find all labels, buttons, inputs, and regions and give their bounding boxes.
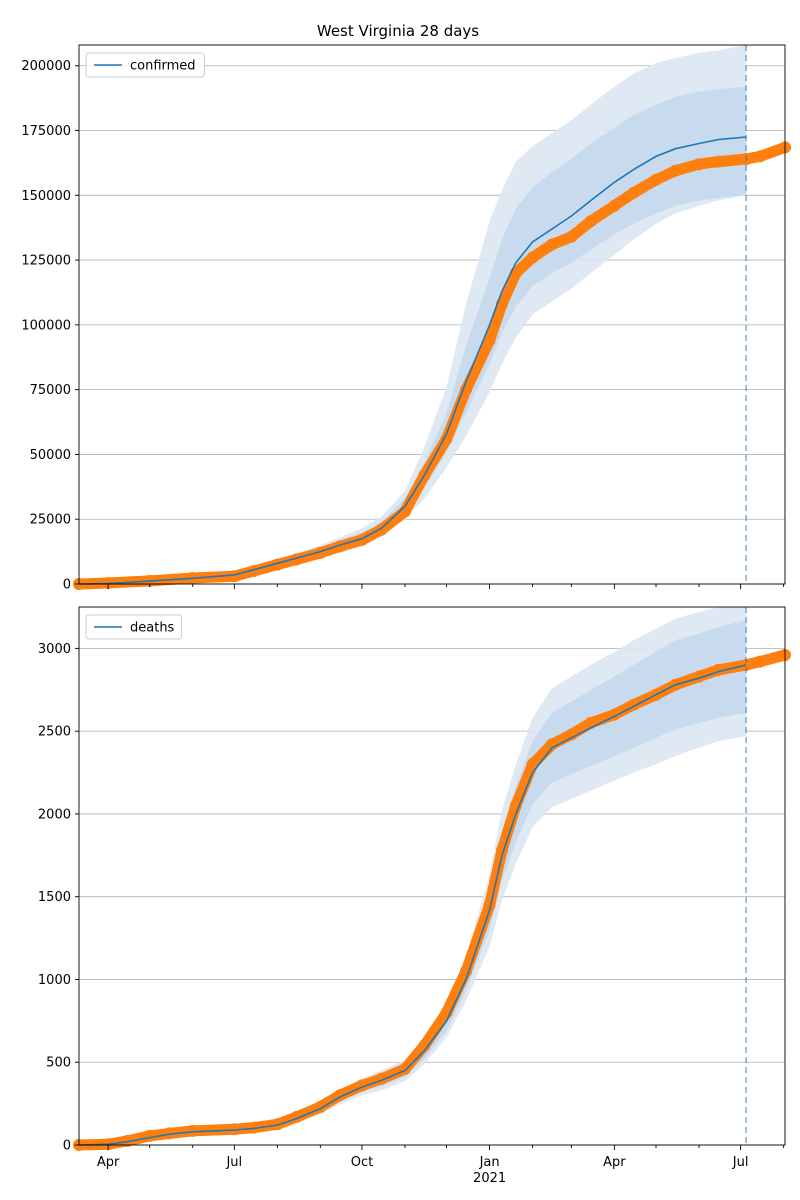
legend-label: confirmed <box>130 59 196 74</box>
y-tick-label: 25000 <box>30 513 71 528</box>
x-tick-label: Jul <box>225 1155 242 1170</box>
uncertainty-band-inner <box>79 86 747 584</box>
uncertainty-band-inner <box>79 620 747 1145</box>
legend: confirmed <box>85 52 205 78</box>
confirmed-panel: 0 25000 50000 75000 100000 125000 150000 175000… <box>21 44 791 593</box>
y-tick-label: 0 <box>63 1139 71 1154</box>
deaths-panel: 0 500 1000 1500 2000 2500 3000 deaths <box>38 606 791 1154</box>
deaths-line <box>78 664 747 1146</box>
y-tick-label: 200000 <box>21 59 71 74</box>
y-tick-label: 75000 <box>30 383 71 398</box>
y-tick-label: 1500 <box>38 890 71 905</box>
figure-title: West Virginia 28 days <box>317 22 479 40</box>
y-tick-label: 2000 <box>38 807 71 822</box>
y-tick-label: 175000 <box>21 124 71 139</box>
legend-box <box>85 614 183 640</box>
y-tick-label: 0 <box>63 578 71 593</box>
axes-frame <box>78 44 786 585</box>
y-tick-label: 150000 <box>21 189 71 204</box>
y-tick-label: 2500 <box>38 725 71 740</box>
y-tick-label: 3000 <box>38 642 71 657</box>
y-tick-label: 125000 <box>21 254 71 269</box>
y-tick-label: 1000 <box>38 973 71 988</box>
x-tick-label: Jul <box>732 1155 749 1170</box>
legend-box <box>85 52 205 78</box>
x-tick-label: Apr <box>603 1155 626 1170</box>
x-tick-label: Apr <box>97 1155 120 1170</box>
x-tick-label: Jan <box>479 1155 500 1170</box>
y-tick-label: 100000 <box>21 318 71 333</box>
confirmed-line <box>78 136 747 585</box>
y-tick-label: 50000 <box>30 448 71 463</box>
x-tick-label: Oct <box>351 1155 373 1170</box>
axes-frame <box>78 606 786 1146</box>
legend: deaths <box>85 614 183 640</box>
x-axis: Apr Jul Oct Jan Apr Jul 2021 <box>97 1155 749 1186</box>
legend-label: deaths <box>130 621 175 636</box>
x-year-label: 2021 <box>473 1171 506 1186</box>
y-tick-label: 500 <box>46 1056 71 1071</box>
observed-line <box>73 141 791 590</box>
